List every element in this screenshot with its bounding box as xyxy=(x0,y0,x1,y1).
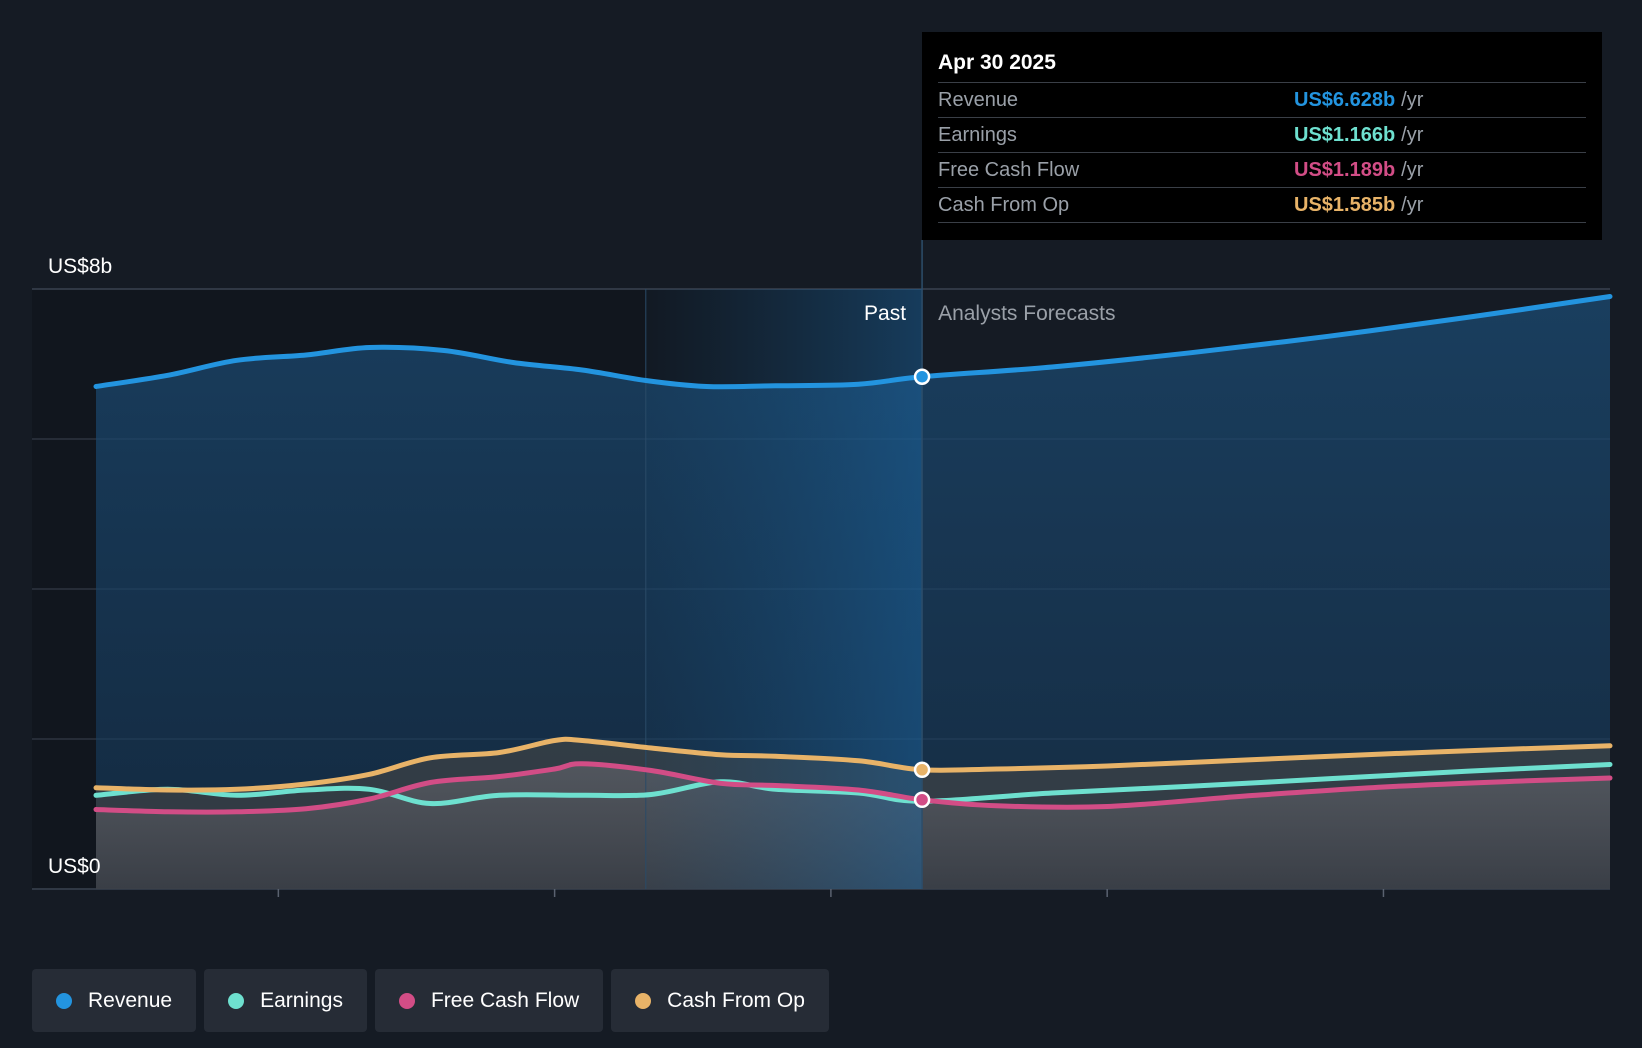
tooltip-row-cash-from-op: Cash From Op US$1.585b /yr xyxy=(938,188,1586,223)
tooltip-row-revenue: Revenue US$6.628b /yr xyxy=(938,83,1586,118)
tooltip-value: US$6.628b xyxy=(1294,89,1396,111)
legend-dot-icon xyxy=(228,992,245,1009)
legend-dot-icon xyxy=(635,992,652,1009)
free-cash-flow-marker xyxy=(913,791,931,808)
legend-item-free-cash-flow[interactable]: Free Cash Flow xyxy=(374,969,604,1032)
revenue-marker xyxy=(913,368,931,385)
tooltip-label: Free Cash Flow xyxy=(938,159,1080,181)
tooltip-unit: /yr xyxy=(1401,194,1424,216)
tooltip-unit: /yr xyxy=(1401,124,1424,146)
tooltip-value: US$1.166b xyxy=(1294,124,1396,146)
x-axis: 20232024202520262027 xyxy=(277,889,1385,897)
legend-dot-icon xyxy=(56,992,72,1009)
legend: Revenue Earnings Free Cash Flow Cash Fro… xyxy=(32,969,829,1032)
tooltip-date: Apr 30 2025 xyxy=(938,46,1586,83)
tooltip-label: Cash From Op xyxy=(938,194,1070,216)
cash-from-op-line xyxy=(93,736,1613,793)
tooltip-row-free-cash-flow: Free Cash Flow US$1.189b /yr xyxy=(938,153,1586,188)
tooltip-panel: Apr 30 2025 Revenue US$6.628b /yr Earnin… xyxy=(922,32,1602,240)
tooltip-unit: /yr xyxy=(1401,89,1424,111)
legend-dot-icon xyxy=(398,992,415,1009)
legend-item-earnings[interactable]: Earnings xyxy=(204,969,367,1032)
legend-item-revenue[interactable]: Revenue xyxy=(32,969,197,1032)
tooltip-markers xyxy=(913,368,931,808)
legend-label: Free Cash Flow xyxy=(430,988,580,1012)
free-cash-flow-line xyxy=(93,761,1613,815)
series-lines xyxy=(93,294,1613,815)
legend-label: Revenue xyxy=(88,988,173,1012)
tooltip-value: US$1.189b xyxy=(1294,159,1396,181)
tooltip-row-earnings: Earnings US$1.166b /yr xyxy=(938,118,1586,153)
tooltip-label: Earnings xyxy=(938,124,1017,146)
tooltip-value: US$1.585b xyxy=(1294,194,1396,216)
financial-chart: 20232024202520262027 US$8b US$0 Past Ana… xyxy=(32,240,1613,897)
legend-label: Cash From Op xyxy=(667,988,805,1012)
legend-item-cash-from-op[interactable]: Cash From Op xyxy=(611,969,829,1032)
past-label: Past xyxy=(864,302,906,325)
forecast-label: Analysts Forecasts xyxy=(938,302,1115,325)
tooltip-unit: /yr xyxy=(1401,159,1424,181)
legend-label: Earnings xyxy=(260,988,343,1012)
tooltip-label: Revenue xyxy=(938,89,1019,111)
cash-from-op-marker xyxy=(913,761,931,778)
revenue-line xyxy=(93,294,1613,390)
y-axis-label-top: US$8b xyxy=(48,255,112,278)
y-axis-label-bottom: US$0 xyxy=(48,855,101,878)
